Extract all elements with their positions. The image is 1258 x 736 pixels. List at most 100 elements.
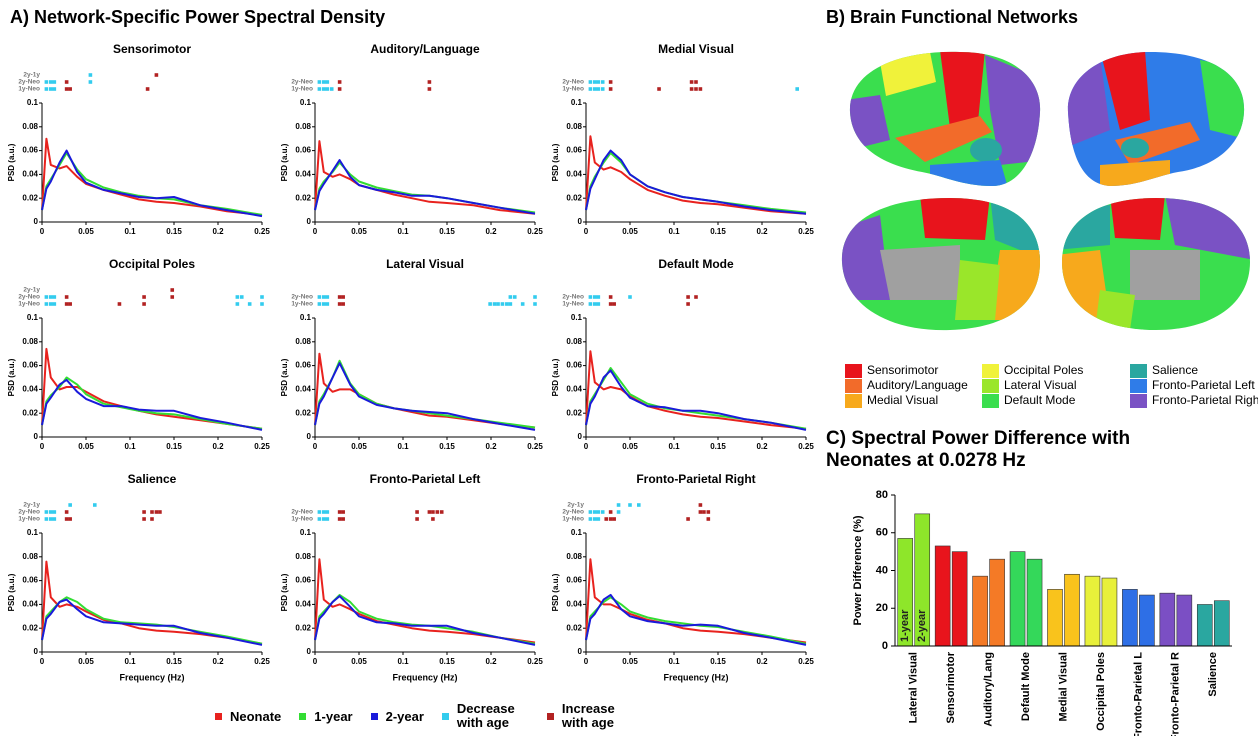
chart-title: Occipital Poles <box>109 257 195 271</box>
series-label: 2-year <box>916 609 928 642</box>
chart-title: Fronto-Parietal Left <box>370 472 481 486</box>
significance-marker <box>533 295 537 299</box>
significance-marker <box>52 302 57 306</box>
y-tick-label: 0 <box>882 640 888 652</box>
significance-marker <box>88 80 93 84</box>
legend-swatch <box>1130 364 1147 378</box>
significance-marker <box>616 510 621 514</box>
significance-marker <box>64 517 69 521</box>
x-tick-label: 0.15 <box>166 442 182 451</box>
x-tick-label: 0.1 <box>124 657 136 666</box>
significance-marker <box>317 517 322 521</box>
x-tick-label: 0.05 <box>351 442 367 451</box>
significance-marker <box>64 510 69 514</box>
x-tick-label: 0 <box>313 442 318 451</box>
significance-marker <box>44 295 49 299</box>
significance-marker <box>593 80 597 84</box>
legend-swatch <box>845 379 862 393</box>
axis <box>585 318 806 438</box>
significance-marker <box>415 510 419 514</box>
significance-marker <box>596 87 601 91</box>
y-tick-label: 0.06 <box>566 361 582 370</box>
y-tick-label: 0.1 <box>571 528 583 537</box>
x-tick-label: 0.1 <box>397 442 409 451</box>
axis <box>585 103 806 223</box>
significance-marker <box>317 510 322 514</box>
x-tick-label: 0.2 <box>212 227 224 236</box>
significance-marker <box>657 87 661 91</box>
legend-label: 1-year <box>314 708 353 724</box>
legend-label: 2-year <box>385 708 424 724</box>
significance-marker <box>628 503 632 507</box>
psd-line <box>41 347 263 430</box>
significance-marker <box>235 295 240 299</box>
significance-marker <box>694 87 698 91</box>
significance-marker <box>588 295 593 299</box>
significance-marker <box>52 80 57 84</box>
psd-line <box>314 595 536 646</box>
significance-marker <box>341 510 345 514</box>
significance-marker <box>325 295 330 299</box>
significance-marker <box>68 503 72 507</box>
significance-marker <box>608 87 613 91</box>
x-tick-label: 0.1 <box>124 227 136 236</box>
significance-marker <box>68 517 72 521</box>
legend-label: Salience <box>1152 363 1198 377</box>
significance-marker <box>520 302 525 306</box>
bar <box>1159 592 1176 647</box>
legend-swatch <box>1130 394 1147 408</box>
significance-marker <box>488 302 492 306</box>
y-tick-label: 0.08 <box>22 337 38 346</box>
legend-label: Auditory/Language <box>867 378 968 392</box>
legend-label: Fronto-Parietal Left <box>1152 378 1255 392</box>
y-tick-label: 0.08 <box>566 552 582 561</box>
bar <box>1122 589 1138 647</box>
y-tick-label: 0.1 <box>571 98 583 107</box>
significance-marker <box>329 87 334 91</box>
significance-marker <box>158 510 162 514</box>
significance-marker <box>628 295 632 299</box>
significance-marker <box>439 510 444 514</box>
x-tick-label: 0.1 <box>668 227 680 236</box>
legend-swatch <box>982 379 999 393</box>
x-tick-label: Fronto-Parietal R <box>1170 652 1182 736</box>
legend-label: Occipital Poles <box>1004 363 1083 377</box>
significance-marker <box>317 87 322 91</box>
significance-marker <box>686 302 690 306</box>
significance-marker <box>596 510 601 514</box>
significance-marker <box>588 302 593 306</box>
x-tick-label: 0.2 <box>756 442 768 451</box>
significance-marker <box>596 80 601 84</box>
significance-marker <box>88 73 93 77</box>
significance-marker <box>500 302 505 306</box>
x-tick-label: Salience <box>1207 652 1219 697</box>
significance-marker <box>145 87 150 91</box>
significance-marker <box>325 517 330 521</box>
x-tick-label: Lateral Visual <box>908 652 920 723</box>
y-tick-label: 0.1 <box>300 528 312 537</box>
x-tick-label: Auditory/Lang <box>983 652 995 727</box>
significance-row-label: 1y-Neo <box>562 86 584 93</box>
significance-marker <box>44 517 49 521</box>
significance-marker <box>505 302 509 306</box>
significance-marker <box>322 517 326 521</box>
y-axis-label: PSD (a.u.) <box>7 573 16 611</box>
psd-line <box>585 558 807 644</box>
significance-marker <box>49 510 53 514</box>
y-axis-label: PSD (a.u.) <box>551 143 560 181</box>
psd-line <box>41 378 263 431</box>
significance-marker <box>698 87 703 91</box>
x-tick-label: 0.1 <box>668 442 680 451</box>
significance-marker <box>49 295 53 299</box>
significance-marker <box>117 302 122 306</box>
significance-marker <box>686 517 690 521</box>
y-tick-label: 0.02 <box>295 623 311 632</box>
significance-marker <box>49 80 53 84</box>
significance-marker <box>435 510 440 514</box>
significance-marker <box>49 517 53 521</box>
significance-marker <box>795 87 799 91</box>
significance-marker <box>317 80 322 84</box>
x-tick-label: 0 <box>40 227 45 236</box>
y-tick-label: 0 <box>307 217 312 226</box>
